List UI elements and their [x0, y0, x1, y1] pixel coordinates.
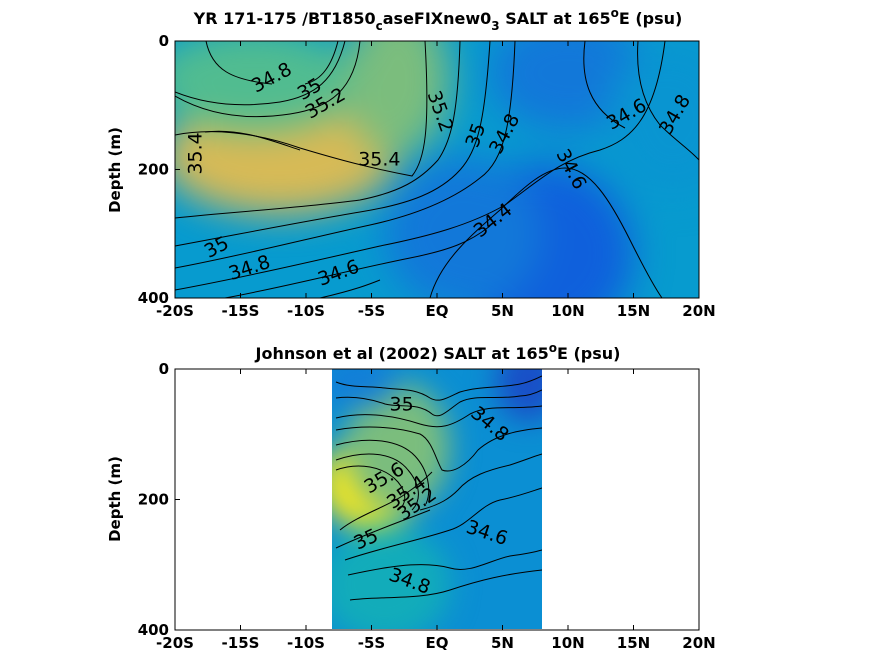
contour-line	[175, 41, 461, 219]
contour-line	[335, 426, 542, 472]
x-tick-label: 5N	[491, 634, 514, 652]
x-tick-label: -5S	[358, 302, 385, 320]
contour-line	[175, 41, 361, 118]
top-field-blobs	[175, 41, 699, 298]
bottom-x-axis: -20S -15S -10S -5S EQ 5N 10N 15N 20N	[156, 369, 716, 652]
contour-label: 35	[390, 393, 414, 415]
contour-line	[204, 130, 301, 151]
contour-line	[419, 453, 542, 511]
top-x-axis: -20S -15S -10S -5S EQ 5N 10N 15N 20N	[156, 41, 716, 320]
x-tick-label: -10S	[287, 302, 325, 320]
contour-line	[339, 471, 433, 531]
contour-line	[335, 389, 542, 417]
x-tick-label: EQ	[426, 302, 449, 320]
field-blob	[332, 369, 398, 409]
x-tick-label: 10N	[551, 634, 584, 652]
contour-line	[175, 41, 516, 269]
contour-line	[583, 41, 626, 129]
contour-line	[175, 41, 346, 106]
top-contours	[175, 41, 699, 298]
x-tick-label: -10S	[287, 634, 325, 652]
x-tick-label: -5S	[358, 634, 385, 652]
x-tick-label: 20N	[682, 302, 715, 320]
x-tick-label: 20N	[682, 634, 715, 652]
contour-line	[344, 487, 542, 561]
x-tick-label: -15S	[222, 634, 260, 652]
contour-line	[335, 509, 431, 549]
field-blob	[345, 41, 451, 157]
contour-line	[347, 549, 542, 576]
y-tick-label: 0	[159, 360, 169, 378]
field-blob	[332, 525, 451, 629]
contour-line	[349, 569, 542, 601]
contour-line	[335, 405, 542, 428]
field-blob	[607, 41, 699, 196]
x-tick-label: 10N	[551, 302, 584, 320]
y-tick-label: 200	[138, 161, 169, 179]
x-tick-label: EQ	[426, 634, 449, 652]
top-panel-field	[175, 41, 699, 298]
top-panel-title: YR 171-175 /BT1850caseFIXnew03 SALT at 1…	[193, 6, 683, 33]
top-y-axis: 0 200 400	[138, 32, 180, 307]
bottom-panel-title: Johnson et al (2002) SALT at 165oE (psu)	[255, 341, 621, 363]
x-tick-label: 5N	[491, 302, 514, 320]
contour-line	[335, 465, 406, 511]
top-panel: YR 171-175 /BT1850caseFIXnew03 SALT at 1…	[106, 6, 716, 320]
bottom-contours	[335, 375, 542, 601]
bottom-panel: Johnson et al (2002) SALT at 165oE (psu)…	[106, 341, 716, 652]
contour-line	[637, 41, 699, 161]
contour-line	[335, 439, 430, 505]
contour-line	[205, 41, 273, 85]
x-tick-label: 15N	[617, 634, 650, 652]
top-y-axis-label: Depth (m)	[106, 127, 124, 213]
y-tick-label: 400	[138, 621, 169, 639]
bottom-y-axis-label: Depth (m)	[106, 456, 124, 542]
contour-line	[335, 375, 542, 401]
contour-line	[304, 41, 339, 85]
contour-line	[319, 279, 381, 298]
x-tick-label: -20S	[156, 634, 194, 652]
y-tick-label: 400	[138, 289, 169, 307]
x-tick-label: -20S	[156, 302, 194, 320]
x-tick-label: 15N	[617, 302, 650, 320]
contour-line	[429, 167, 663, 298]
contour-label: 35.4	[358, 148, 400, 170]
x-tick-label: -15S	[222, 302, 260, 320]
y-tick-label: 200	[138, 491, 169, 509]
contour-label: 35.4	[184, 132, 206, 174]
contour-line	[175, 41, 491, 247]
contour-line	[335, 453, 419, 511]
field-blob	[489, 41, 647, 131]
bottom-y-axis: 0 200 400	[138, 360, 180, 639]
bottom-panel-field	[332, 369, 542, 629]
contour-line	[175, 41, 666, 291]
y-tick-label: 0	[159, 32, 169, 50]
field-blob	[384, 156, 542, 298]
contour-line	[175, 41, 428, 177]
